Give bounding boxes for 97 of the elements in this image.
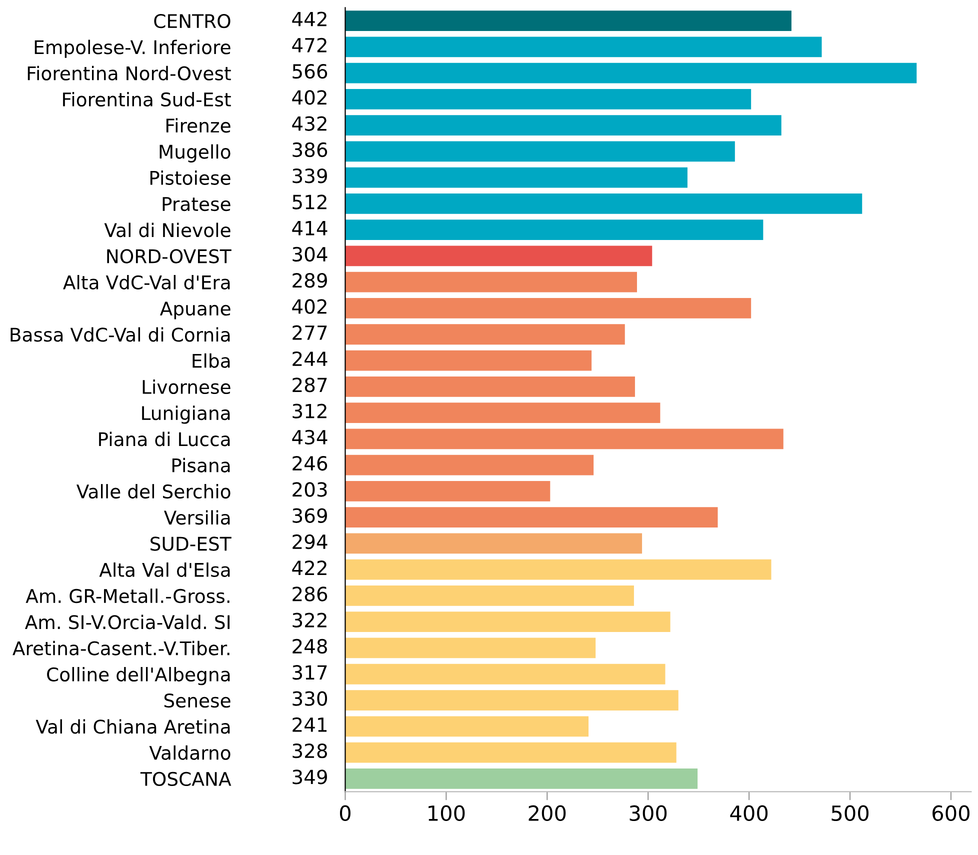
y-tick-label: Pratese [162, 197, 230, 212]
bar [345, 10, 792, 31]
y-tick-label: Am. GR-Metall.-Gross. [26, 588, 230, 604]
data-label: 512 [292, 194, 326, 210]
bar [345, 638, 596, 658]
y-tick-label: CENTRO [154, 14, 230, 28]
bar [345, 246, 652, 266]
bar [345, 141, 735, 162]
y-tick-label: Fiorentina Sud-Est [63, 92, 231, 107]
y-tick-label: Alta Val d'Elsa [99, 562, 230, 577]
y-tick-label: Firenze [166, 118, 230, 133]
data-label: 248 [292, 638, 328, 654]
data-label: 241 [292, 717, 327, 732]
bar [345, 664, 666, 684]
bar [345, 716, 589, 737]
y-tick-label: Versilia [164, 510, 230, 525]
data-label: 294 [292, 534, 328, 550]
data-label: 246 [292, 456, 328, 471]
y-tick-label: Lunigiana [142, 406, 230, 424]
data-label: 349 [292, 770, 327, 784]
data-label: 432 [292, 116, 326, 131]
x-tick-label: 500 [832, 805, 869, 822]
bar [345, 612, 670, 632]
data-label: 286 [292, 586, 328, 602]
data-label: 402 [292, 299, 326, 314]
bar [345, 768, 698, 789]
y-tick-label: Colline dell'Albegna [47, 667, 230, 686]
bar [345, 36, 822, 58]
y-tick-label: Pistoiese [150, 170, 230, 185]
y-tick-label: Elba [192, 353, 230, 368]
data-label: 566 [292, 64, 328, 79]
x-tick-label: 100 [428, 805, 465, 822]
data-label: 304 [292, 246, 328, 262]
y-tick-label: Mugello [160, 144, 230, 162]
bar [345, 402, 660, 423]
data-label: 317 [292, 665, 327, 680]
bar [345, 298, 752, 318]
data-label: 244 [292, 351, 328, 366]
bar [345, 533, 642, 554]
data-label: 322 [292, 612, 326, 628]
bar [345, 115, 782, 136]
y-tick-label: Senese [164, 693, 230, 708]
data-label: 472 [292, 38, 326, 52]
y-tick-label: Bassa VdC-Val di Cornia [10, 327, 230, 342]
data-label: 289 [292, 273, 327, 288]
y-tick-label: NORD-OVEST [107, 249, 232, 264]
y-tick-label: Empolese-V. Inferiore [34, 40, 230, 58]
data-label: 442 [292, 12, 326, 26]
bar [345, 194, 862, 214]
data-label: 312 [292, 404, 326, 418]
bar [345, 480, 550, 502]
data-label: 386 [292, 142, 328, 158]
bar [345, 350, 592, 371]
data-label: 203 [292, 482, 327, 497]
data-label: 339 [292, 168, 327, 184]
y-tick-label: Aretina-Casent.-V.Tiber. [12, 640, 230, 656]
y-tick-label: Livornese [142, 380, 230, 394]
bar [345, 376, 635, 397]
bar [345, 220, 764, 240]
data-label: 422 [292, 560, 326, 575]
data-label: 287 [292, 378, 327, 392]
bar [345, 62, 917, 84]
data-label: 402 [292, 90, 326, 105]
bar [345, 690, 678, 710]
data-label: 277 [292, 325, 327, 340]
bar [345, 324, 625, 345]
bar [345, 586, 634, 606]
x-tick-label: 400 [730, 805, 768, 822]
y-tick-label: Val di Chiana Aretina [36, 719, 230, 734]
bar [345, 167, 688, 188]
x-tick-label: 0 [340, 805, 350, 822]
bar [345, 272, 637, 292]
y-tick-label: Pisana [172, 458, 230, 472]
x-tick-label: 600 [932, 805, 970, 822]
y-tick-label: Am. SI-V.Orcia-Vald. SI [24, 614, 230, 630]
data-label: 414 [292, 221, 328, 236]
y-tick-label: Val di Nievole [104, 222, 230, 238]
y-tick-label: Fiorentina Nord-Ovest [28, 66, 231, 80]
y-tick-label: Valdarno [149, 745, 230, 760]
bar [345, 88, 752, 110]
data-label: 328 [292, 743, 328, 758]
y-tick-label: Alta VdC-Val d'Era [63, 274, 230, 290]
bar [345, 428, 784, 450]
data-label: 330 [292, 691, 328, 706]
y-tick-label: SUD-EST [150, 536, 232, 551]
y-tick-label: TOSCANA [140, 772, 232, 786]
bar [345, 454, 594, 476]
bar [345, 507, 718, 528]
y-tick-label: Apuane [160, 302, 230, 320]
bar [345, 559, 772, 580]
y-tick-label: Piana di Lucca [99, 432, 230, 446]
x-tick-label: 200 [528, 805, 566, 822]
data-label: 369 [292, 508, 327, 523]
bar [345, 742, 676, 763]
x-tick-label: 300 [630, 805, 667, 822]
data-label: 434 [292, 430, 328, 445]
y-tick-label: Valle del Serchio [76, 484, 230, 499]
